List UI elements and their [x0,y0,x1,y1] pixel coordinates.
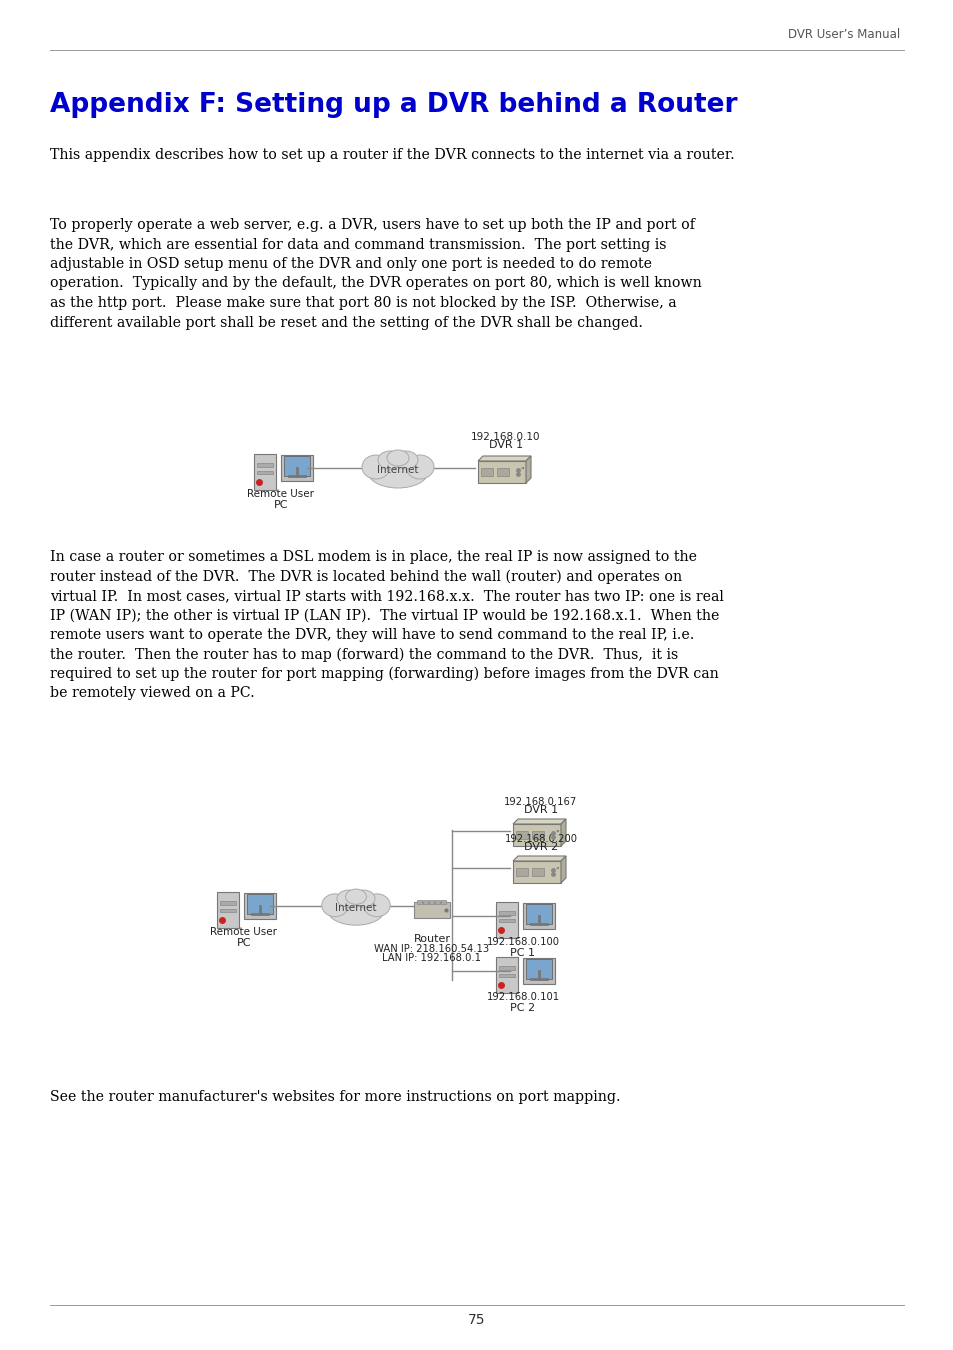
FancyBboxPatch shape [281,455,313,481]
Ellipse shape [327,895,384,925]
Text: 192.168.0.10: 192.168.0.10 [471,432,540,441]
FancyBboxPatch shape [532,868,543,876]
Text: DVR 1: DVR 1 [523,805,558,815]
FancyBboxPatch shape [516,868,527,876]
Text: virtual IP.  In most cases, virtual IP starts with 192.168.x.x.  The router has : virtual IP. In most cases, virtual IP st… [50,589,723,603]
FancyBboxPatch shape [220,909,235,913]
Text: ": " [555,867,558,876]
Text: 192.168.0.101: 192.168.0.101 [486,992,559,1002]
FancyBboxPatch shape [522,958,555,984]
FancyBboxPatch shape [253,454,275,490]
FancyBboxPatch shape [414,902,450,918]
FancyBboxPatch shape [525,958,552,979]
Text: the DVR, which are essential for data and command transmission.  The port settin: the DVR, which are essential for data an… [50,238,666,251]
Ellipse shape [377,451,401,468]
FancyBboxPatch shape [216,892,239,927]
Text: See the router manufacturer's websites for more instructions on port mapping.: See the router manufacturer's websites f… [50,1089,620,1104]
Text: Router: Router [413,934,450,944]
Polygon shape [513,856,565,861]
Polygon shape [525,456,531,483]
Text: remote users want to operate the DVR, they will have to send command to the real: remote users want to operate the DVR, th… [50,628,694,643]
Ellipse shape [363,894,390,917]
FancyBboxPatch shape [498,967,515,971]
FancyBboxPatch shape [256,471,273,474]
Text: Appendix F: Setting up a DVR behind a Router: Appendix F: Setting up a DVR behind a Ro… [50,92,737,117]
Polygon shape [477,456,531,460]
Text: 192.168.0.200: 192.168.0.200 [504,834,577,844]
Text: PC: PC [236,938,251,948]
Text: This appendix describes how to set up a router if the DVR connects to the intern: This appendix describes how to set up a … [50,148,734,162]
Text: 192.168.0.100: 192.168.0.100 [486,937,558,946]
FancyBboxPatch shape [498,911,515,915]
FancyBboxPatch shape [422,900,428,904]
Polygon shape [560,856,565,883]
FancyBboxPatch shape [498,919,515,922]
FancyBboxPatch shape [513,861,560,883]
FancyBboxPatch shape [477,460,525,483]
FancyBboxPatch shape [247,894,273,914]
FancyBboxPatch shape [497,468,509,477]
Text: IP (WAN IP); the other is virtual IP (LAN IP).  The virtual IP would be 192.168.: IP (WAN IP); the other is virtual IP (LA… [50,609,719,622]
FancyBboxPatch shape [496,957,517,994]
Ellipse shape [345,890,366,905]
Ellipse shape [352,890,375,907]
Ellipse shape [361,455,390,479]
Text: DVR 1: DVR 1 [489,440,522,450]
Text: as the http port.  Please make sure that port 80 is not blocked by the ISP.  Oth: as the http port. Please make sure that … [50,296,676,310]
Text: To properly operate a web server, e.g. a DVR, users have to set up both the IP a: To properly operate a web server, e.g. a… [50,217,695,232]
FancyBboxPatch shape [256,463,273,467]
Text: DVR 2: DVR 2 [523,842,558,852]
Text: Internet: Internet [335,903,376,913]
Text: PC 2: PC 2 [510,1003,535,1012]
Text: DVR User’s Manual: DVR User’s Manual [787,27,899,40]
Text: ": " [555,829,558,838]
FancyBboxPatch shape [498,973,515,977]
Text: required to set up the router for port mapping (forwarding) before images from t: required to set up the router for port m… [50,667,718,682]
Text: router instead of the DVR.  The DVR is located behind the wall (router) and oper: router instead of the DVR. The DVR is lo… [50,570,681,585]
Text: ": " [519,467,523,475]
FancyBboxPatch shape [435,900,439,904]
Polygon shape [513,819,565,823]
Ellipse shape [387,450,409,466]
Text: Remote User: Remote User [211,927,277,937]
Ellipse shape [394,451,417,468]
FancyBboxPatch shape [244,892,275,919]
Text: 75: 75 [468,1314,485,1327]
FancyBboxPatch shape [496,902,517,938]
FancyBboxPatch shape [220,900,235,904]
Text: LAN IP: 192.168.0.1: LAN IP: 192.168.0.1 [382,953,481,963]
Text: different available port shall be reset and the setting of the DVR shall be chan: different available port shall be reset … [50,316,642,329]
FancyBboxPatch shape [440,900,446,904]
Text: adjustable in OSD setup menu of the DVR and only one port is needed to do remote: adjustable in OSD setup menu of the DVR … [50,256,651,271]
Text: PC: PC [274,500,288,510]
Ellipse shape [321,894,348,917]
Ellipse shape [406,455,434,479]
FancyBboxPatch shape [522,903,555,929]
FancyBboxPatch shape [429,900,434,904]
Text: be remotely viewed on a PC.: be remotely viewed on a PC. [50,687,254,701]
Polygon shape [560,819,565,846]
FancyBboxPatch shape [513,824,560,846]
Ellipse shape [336,890,359,907]
Text: In case a router or sometimes a DSL modem is in place, the real IP is now assign: In case a router or sometimes a DSL mode… [50,549,697,564]
Text: the router.  Then the router has to map (forward) the command to the DVR.  Thus,: the router. Then the router has to map (… [50,648,678,662]
Text: Internet: Internet [376,464,418,475]
FancyBboxPatch shape [532,832,543,838]
Text: Remote User: Remote User [247,489,314,500]
FancyBboxPatch shape [416,900,421,904]
Text: PC 1: PC 1 [510,948,535,958]
FancyBboxPatch shape [516,832,527,838]
FancyBboxPatch shape [480,468,493,477]
Text: 192.168.0.167: 192.168.0.167 [504,796,577,807]
Text: WAN IP: 218.160.54.13: WAN IP: 218.160.54.13 [374,944,489,954]
Ellipse shape [368,456,428,487]
FancyBboxPatch shape [284,456,310,477]
Text: operation.  Typically and by the default, the DVR operates on port 80, which is : operation. Typically and by the default,… [50,277,701,290]
FancyBboxPatch shape [525,904,552,923]
